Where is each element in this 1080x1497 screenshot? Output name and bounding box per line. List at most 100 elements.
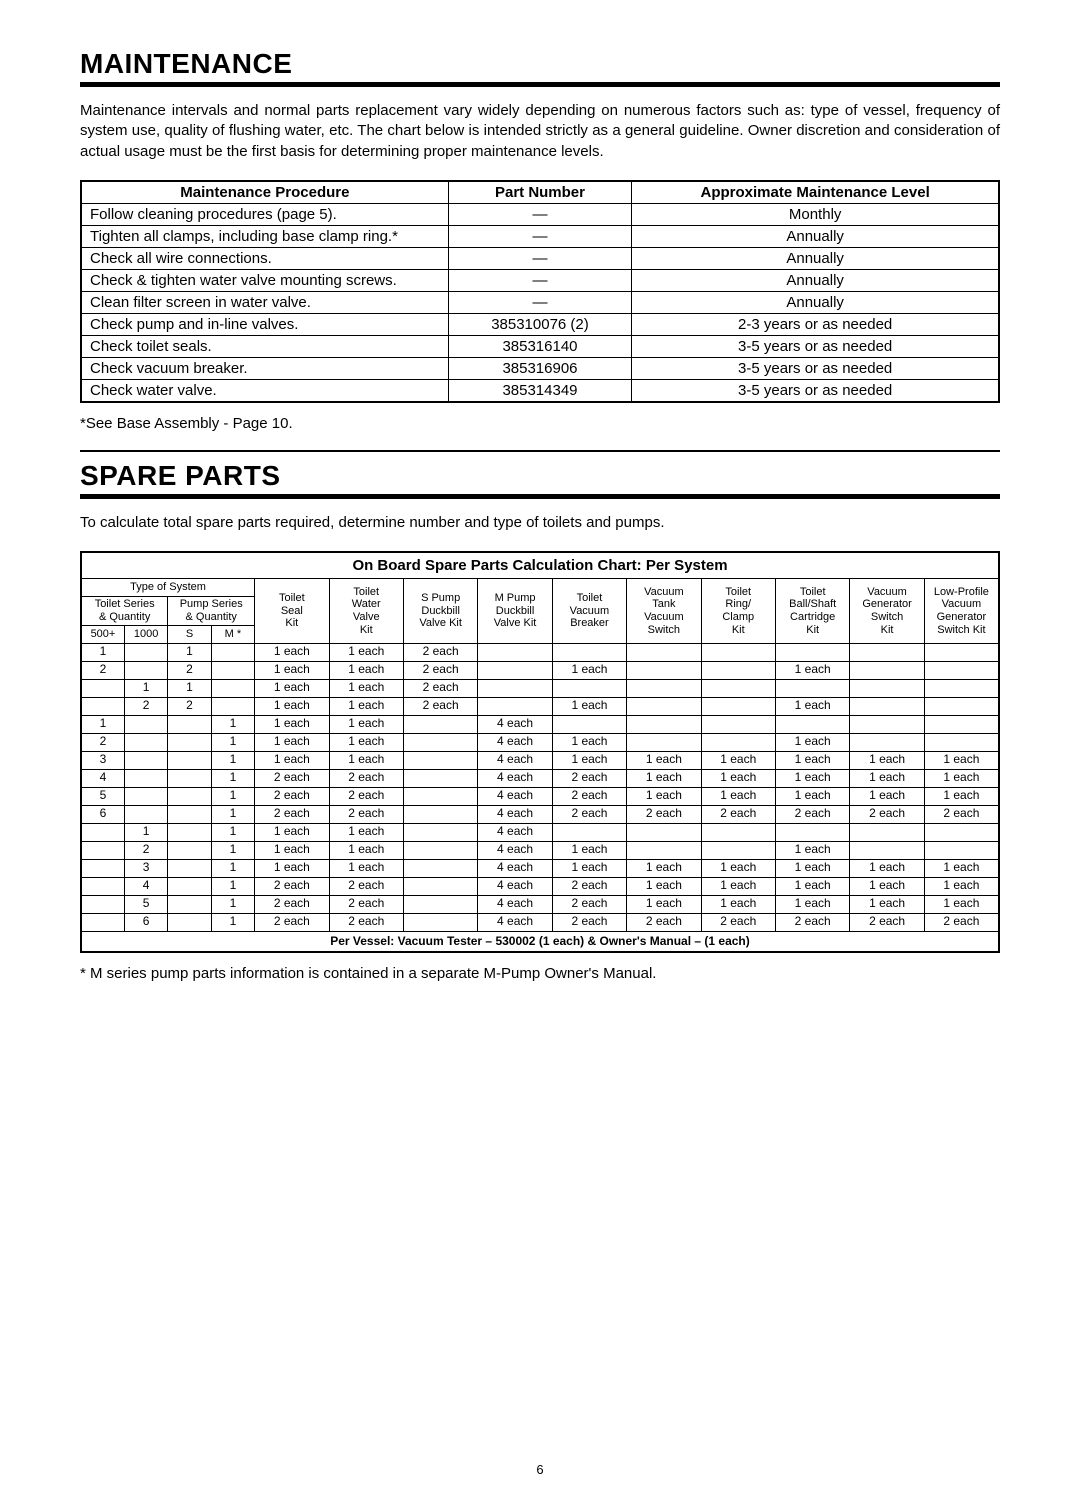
system-cell: 1: [211, 733, 254, 751]
part-cell: [850, 679, 924, 697]
part-cell: 1 each: [552, 661, 626, 679]
system-cell: 1: [211, 715, 254, 733]
table-row: Tighten all clamps, including base clamp…: [81, 225, 999, 247]
part-cell: 1 each: [552, 697, 626, 715]
part-cell: [627, 823, 701, 841]
part-cell: 1 each: [850, 895, 924, 913]
part-cell: 4 each: [478, 877, 552, 895]
part-cell: [403, 913, 477, 931]
level-cell: Annually: [632, 269, 999, 291]
part-cell: [627, 697, 701, 715]
part-cell: [627, 841, 701, 859]
part-header: VacuumGeneratorSwitchKit: [850, 579, 924, 643]
part-cell: [552, 679, 626, 697]
part-cell: 1 each: [775, 841, 849, 859]
system-cell: 3: [124, 859, 167, 877]
part-cell: [552, 715, 626, 733]
table-row: Check vacuum breaker.3853169063-5 years …: [81, 357, 999, 379]
part-cell: 2 each: [255, 805, 329, 823]
part-cell: [403, 787, 477, 805]
part-cell: 2 each: [924, 913, 999, 931]
part-cell: 1 each: [329, 823, 403, 841]
part-cell: [924, 823, 999, 841]
part-cell: 1 each: [255, 823, 329, 841]
table-row: 111 each1 each4 each: [81, 715, 999, 733]
system-cell: [168, 859, 211, 877]
part-cell: 2 each: [627, 913, 701, 931]
part-cell: —: [448, 203, 632, 225]
part-cell: 1 each: [329, 751, 403, 769]
part-cell: 1 each: [627, 751, 701, 769]
system-cell: [81, 697, 124, 715]
spare-table-footer: Per Vessel: Vacuum Tester – 530002 (1 ea…: [81, 931, 999, 952]
part-cell: 1 each: [775, 733, 849, 751]
part-cell: 2 each: [403, 661, 477, 679]
part-header: Low-ProfileVacuumGeneratorSwitch Kit: [924, 579, 999, 643]
part-cell: [403, 751, 477, 769]
part-cell: 2 each: [255, 787, 329, 805]
part-cell: 1 each: [255, 751, 329, 769]
part-cell: 1 each: [701, 769, 775, 787]
part-cell: [403, 877, 477, 895]
table-row: Check water valve.3853143493-5 years or …: [81, 379, 999, 402]
part-cell: 1 each: [701, 787, 775, 805]
part-cell: 1 each: [775, 895, 849, 913]
part-cell: [403, 895, 477, 913]
system-cell: [124, 787, 167, 805]
part-cell: 4 each: [478, 823, 552, 841]
part-cell: 1 each: [850, 787, 924, 805]
system-cell: 2: [81, 733, 124, 751]
part-cell: 1 each: [850, 859, 924, 877]
part-cell: 4 each: [478, 895, 552, 913]
part-cell: 385316140: [448, 335, 632, 357]
system-cell: [124, 643, 167, 661]
part-cell: 1 each: [329, 679, 403, 697]
part-cell: 1 each: [552, 733, 626, 751]
part-cell: 1 each: [329, 643, 403, 661]
part-cell: 1 each: [924, 787, 999, 805]
system-cell: 1: [211, 841, 254, 859]
system-cell: 1: [211, 787, 254, 805]
part-cell: [701, 733, 775, 751]
part-cell: [403, 841, 477, 859]
part-cell: —: [448, 247, 632, 269]
part-cell: [775, 715, 849, 733]
part-cell: 1 each: [924, 769, 999, 787]
part-cell: [627, 715, 701, 733]
system-cell: [168, 895, 211, 913]
part-cell: 1 each: [701, 895, 775, 913]
part-cell: [403, 805, 477, 823]
table-row: 412 each2 each4 each2 each1 each1 each1 …: [81, 769, 999, 787]
part-cell: 1 each: [329, 715, 403, 733]
part-cell: [478, 661, 552, 679]
part-cell: [627, 643, 701, 661]
part-cell: 1 each: [329, 859, 403, 877]
table-row: 211 each1 each4 each1 each1 each: [81, 841, 999, 859]
part-header: ToiletWaterValveKit: [329, 579, 403, 643]
part-cell: 1 each: [627, 769, 701, 787]
part-cell: 1 each: [255, 859, 329, 877]
spare-heading: SPARE PARTS: [80, 460, 1000, 492]
part-cell: 2 each: [850, 913, 924, 931]
part-cell: 1 each: [329, 697, 403, 715]
system-cell: [168, 787, 211, 805]
part-cell: 1 each: [775, 697, 849, 715]
table-row: Check toilet seals.3853161403-5 years or…: [81, 335, 999, 357]
part-header: VacuumTankVacuumSwitch: [627, 579, 701, 643]
part-header: M PumpDuckbillValve Kit: [478, 579, 552, 643]
system-cell: [124, 733, 167, 751]
part-cell: 1 each: [775, 661, 849, 679]
part-cell: [403, 823, 477, 841]
table-row: 221 each1 each2 each1 each1 each: [81, 661, 999, 679]
part-cell: 1 each: [850, 877, 924, 895]
system-cell: [81, 859, 124, 877]
part-cell: 2 each: [329, 877, 403, 895]
col-s: S: [168, 625, 211, 643]
col-500: 500+: [81, 625, 124, 643]
system-cell: [81, 895, 124, 913]
spare-parts-table: On Board Spare Parts Calculation Chart: …: [80, 551, 1000, 953]
system-cell: 4: [81, 769, 124, 787]
part-cell: 1 each: [850, 751, 924, 769]
col-1000: 1000: [124, 625, 167, 643]
system-cell: 1: [124, 679, 167, 697]
